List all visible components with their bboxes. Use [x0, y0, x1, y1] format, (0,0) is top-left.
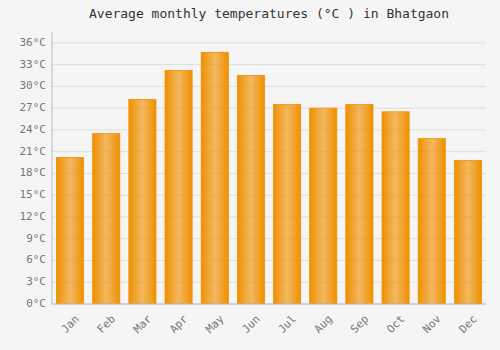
x-tick-label: Feb: [95, 313, 118, 336]
y-tick-label: 33°C: [20, 58, 47, 71]
x-tick-label: Apr: [167, 312, 191, 336]
grid-line: [52, 64, 486, 65]
grid-line: [52, 42, 486, 43]
y-tick-label: 12°C: [20, 210, 47, 223]
y-tick-label: 30°C: [20, 79, 47, 92]
chart: 0°C 3°C 6°C 9°C 12°C 15°C 18°C 21°C 24°C 27°C 30°C…: [0, 0, 500, 350]
y-tick-label: 3°C: [26, 275, 46, 288]
x-tick-label: Dec: [456, 313, 479, 336]
y-tick-label: 9°C: [26, 232, 46, 245]
x-tick-label: Nov: [420, 312, 444, 336]
x-tick-label: Jan: [59, 313, 82, 336]
bars: [57, 52, 482, 304]
grid-line: [52, 108, 486, 109]
y-tick-label: 36°C: [20, 36, 47, 49]
y-tick-label: 15°C: [20, 188, 47, 201]
bar: [310, 108, 337, 304]
bar: [57, 157, 84, 304]
bar: [165, 70, 192, 304]
y-axis-line: [52, 32, 53, 304]
y-ticks: 0°C 3°C 6°C 9°C 12°C 15°C 18°C 21°C 24°C 27°C 30°C…: [20, 36, 47, 310]
y-tick-label: 0°C: [26, 297, 46, 310]
x-tick-label: May: [203, 312, 227, 336]
bar: [237, 76, 264, 304]
bar: [129, 99, 156, 304]
grid-line: [52, 129, 486, 130]
x-tick-label: Sep: [348, 313, 371, 336]
x-axis-line: [52, 304, 486, 305]
grid-line: [52, 304, 486, 305]
title: Average monthly temperatures (°C ) in Bh…: [89, 6, 449, 21]
bar: [418, 139, 445, 304]
bar: [382, 112, 409, 304]
x-tick-label: Mar: [131, 312, 155, 336]
y-tick-label: 21°C: [20, 145, 47, 158]
bar: [346, 105, 373, 304]
grid-line: [52, 86, 486, 87]
x-tick-label: Aug: [312, 313, 335, 336]
bar: [274, 105, 301, 304]
x-tick-label: Jun: [239, 313, 262, 336]
y-tick-label: 24°C: [20, 123, 47, 136]
x-ticks: Jan Feb Mar Apr May Jun Jul Aug Sep Oct Nov Dec: [59, 312, 480, 336]
x-tick-label: Oct: [384, 313, 407, 336]
y-tick-label: 6°C: [26, 253, 46, 266]
y-tick-label: 18°C: [20, 166, 47, 179]
y-tick-label: 27°C: [20, 101, 47, 114]
grid: [52, 43, 486, 304]
bar: [93, 134, 120, 304]
bar: [201, 52, 228, 304]
bar: [454, 160, 481, 304]
x-tick-label: Jul: [276, 313, 299, 336]
